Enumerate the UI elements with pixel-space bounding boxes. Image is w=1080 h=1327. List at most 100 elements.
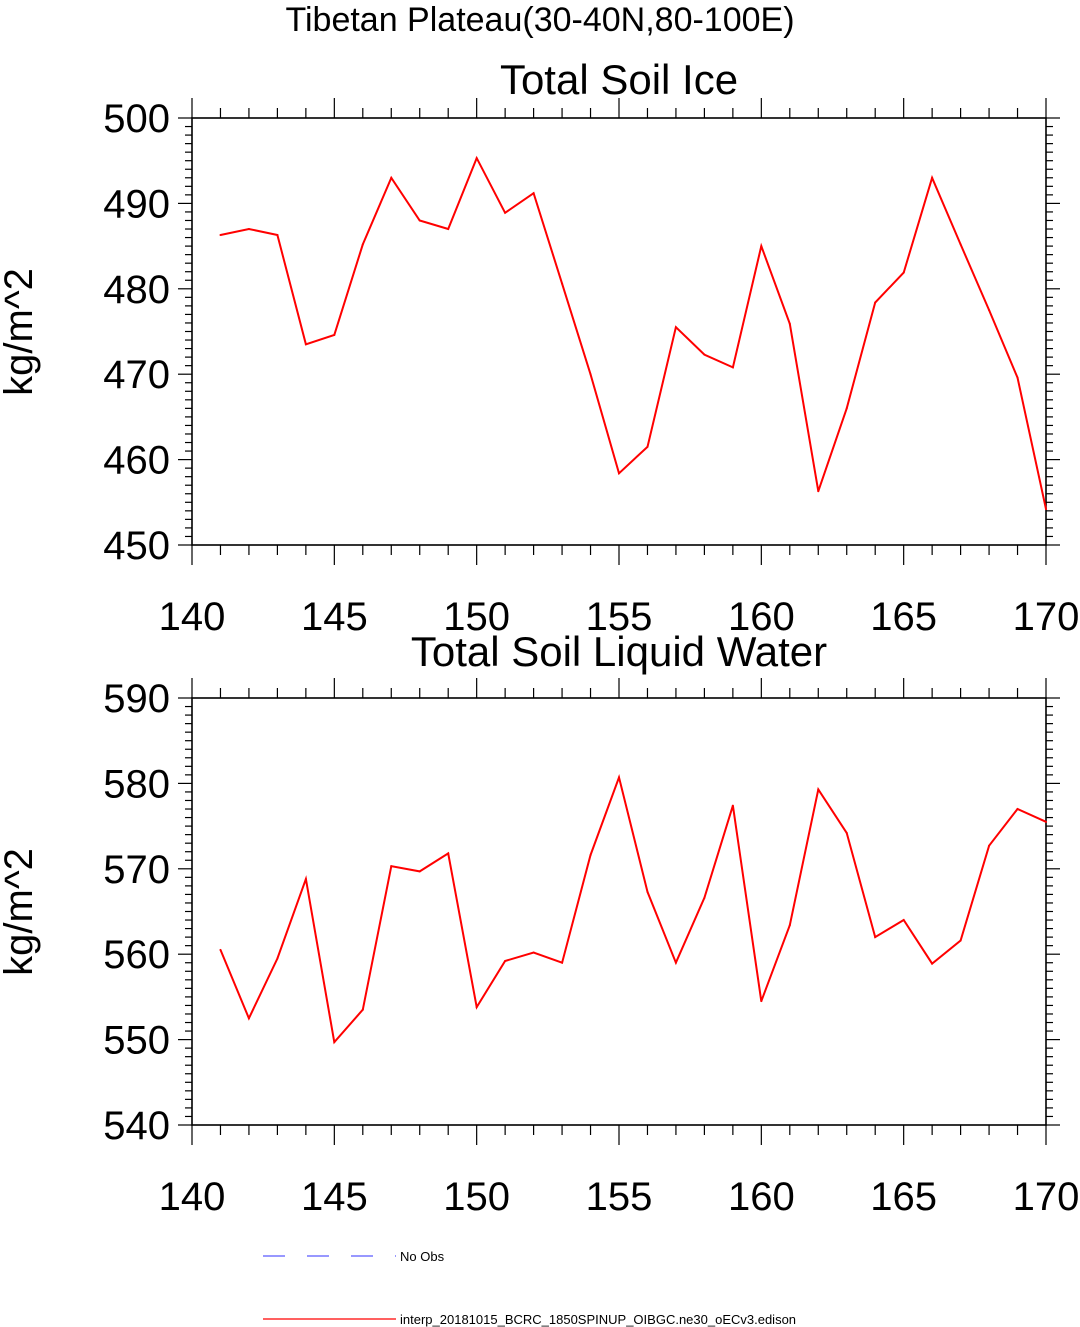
data-point [418, 870, 421, 873]
y-tick-label: 580 [103, 762, 170, 806]
data-point [1045, 820, 1047, 823]
data-point [589, 854, 592, 857]
data-point [788, 924, 791, 927]
data-point [504, 211, 507, 214]
y-tick-label: 460 [103, 439, 170, 483]
data-point [361, 1008, 364, 1011]
data-point [561, 961, 564, 964]
x-tick-label: 160 [728, 1175, 795, 1219]
plot-frame [191, 697, 1047, 1126]
x-tick-label: 150 [443, 1175, 510, 1219]
y-tick-label: 480 [103, 268, 170, 312]
x-tick-label: 150 [443, 595, 510, 639]
data-point [447, 228, 450, 231]
plot-title: Total Soil Liquid Water [411, 628, 827, 675]
data-point [447, 852, 450, 855]
data-point [475, 1006, 478, 1009]
y-tick-label: 450 [103, 524, 170, 568]
x-tick-label: 140 [159, 1175, 226, 1219]
data-point [219, 233, 222, 236]
data-point [418, 219, 421, 222]
data-point [845, 831, 848, 834]
x-tick-label: 170 [1013, 1175, 1080, 1219]
x-tick-label: 155 [586, 1175, 653, 1219]
y-tick-label: 550 [103, 1019, 170, 1063]
data-point [646, 890, 649, 893]
y-tick-label: 490 [103, 182, 170, 226]
data-point [760, 1000, 763, 1003]
data-point [333, 333, 336, 336]
data-point [475, 157, 478, 160]
panel-1: Total Soil Ice kg/m^2 450 460 470 480 490 500 14… [0, 56, 1079, 639]
data-point [703, 353, 706, 356]
x-tick-label: 145 [301, 595, 368, 639]
y-tick-label: 560 [103, 933, 170, 977]
data-point [390, 176, 393, 179]
data-point [1016, 808, 1019, 811]
panel-2: Total Soil Liquid Water kg/m^2 540 550 560 57… [0, 628, 1079, 1219]
data-point [931, 176, 934, 179]
data-point [532, 951, 535, 954]
data-point [817, 490, 820, 493]
y-tick-label: 470 [103, 353, 170, 397]
page-title: Tibetan Plateau(30-40N,80-100E) [285, 1, 795, 39]
data-point [760, 245, 763, 248]
data-point [618, 472, 620, 475]
data-point [1045, 508, 1047, 511]
data-point [618, 776, 620, 779]
data-point [532, 192, 535, 195]
y-tick-label: 500 [103, 97, 170, 141]
y-axis-label: kg/m^2 [0, 268, 41, 396]
data-point [931, 962, 934, 965]
data-point [988, 309, 991, 312]
x-tick-label: 170 [1013, 595, 1080, 639]
data-point [589, 373, 592, 376]
data-point [959, 243, 962, 246]
data-point [1016, 376, 1019, 379]
y-tick-label: 540 [103, 1104, 170, 1148]
data-point [731, 804, 734, 807]
x-tick-label: 145 [301, 1175, 368, 1219]
data-point [646, 445, 649, 448]
y-axis-label: kg/m^2 [0, 848, 41, 976]
data-point [845, 407, 848, 410]
data-point [874, 936, 877, 939]
series-line [220, 155, 1047, 510]
data-point [390, 865, 393, 868]
x-tick-label: 160 [728, 595, 795, 639]
data-point [959, 939, 962, 942]
data-point [504, 960, 507, 963]
plot-frame [191, 117, 1047, 546]
plot-title: Total Soil Ice [500, 56, 738, 103]
y-tick-label: 570 [103, 848, 170, 892]
data-point [902, 271, 905, 274]
data-point [902, 919, 905, 922]
data-point [247, 1017, 250, 1020]
x-tick-label: 155 [586, 595, 653, 639]
data-point [247, 228, 250, 231]
data-point [561, 282, 564, 285]
x-tick-label: 165 [870, 1175, 937, 1219]
x-tick-label: 165 [870, 595, 937, 639]
legend-label: interp_20181015_BCRC_1850SPINUP_OIBGC.ne… [400, 1312, 796, 1327]
data-point [674, 326, 677, 329]
data-point [333, 1041, 336, 1044]
data-point [276, 233, 279, 236]
legend-label: No Obs [400, 1249, 445, 1264]
y-tick-label: 590 [103, 677, 170, 721]
data-point [674, 961, 677, 964]
data-point [276, 957, 279, 960]
data-point [703, 896, 706, 899]
data-point [874, 301, 877, 304]
data-point [304, 343, 307, 346]
data-point [361, 243, 364, 246]
data-point [731, 366, 734, 369]
data-point [219, 948, 222, 951]
data-point [817, 788, 820, 791]
data-point [788, 322, 791, 325]
legend: No Obs interp_20181015_BCRC_1850SPINUP_OI… [263, 1249, 796, 1327]
data-point [988, 844, 991, 847]
data-point [304, 878, 307, 881]
x-tick-label: 140 [159, 595, 226, 639]
